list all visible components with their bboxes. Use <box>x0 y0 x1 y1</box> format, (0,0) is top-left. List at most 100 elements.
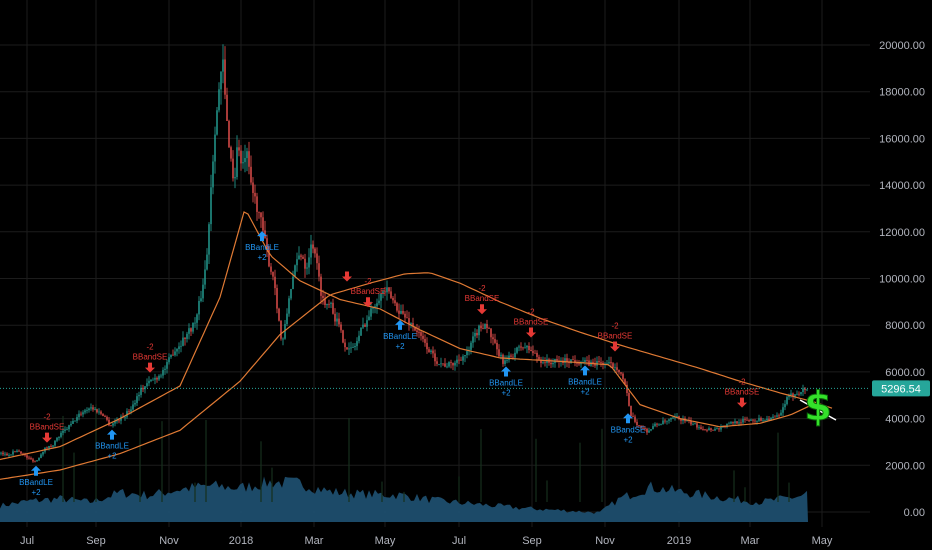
candle-body <box>102 413 104 416</box>
candle-body <box>536 352 538 357</box>
candle-body <box>192 322 194 332</box>
candle-body <box>238 147 240 151</box>
candle-body <box>70 423 72 426</box>
candle-body <box>668 419 670 421</box>
candle-body <box>74 420 76 422</box>
candle-body <box>446 366 448 368</box>
candle-body <box>138 394 140 397</box>
signal-label: BBandSE <box>598 332 633 341</box>
candle-body <box>402 311 404 314</box>
signal-quantity: -2 <box>146 343 154 352</box>
candle-body <box>90 407 92 409</box>
candle-body <box>534 352 536 354</box>
candle-body <box>648 430 650 433</box>
candle-body <box>782 407 784 413</box>
time-tick-label: Mar <box>305 535 324 547</box>
candle-body <box>634 416 636 422</box>
candle-body <box>286 313 288 324</box>
price-tick-label: 18000.00 <box>879 87 925 99</box>
candle-body <box>260 212 262 218</box>
time-axis[interactable]: Jul Sep Nov 2018 Mar May Jul Sep Nov 2019 Mar May <box>20 535 833 547</box>
candle-body <box>366 320 368 327</box>
price-axis[interactable]: 20000.00 18000.00 16000.00 14000.00 12000.00… <box>879 40 925 519</box>
signal-quantity: +2 <box>580 387 590 396</box>
candle-body <box>592 361 594 363</box>
signal-quantity: +2 <box>501 389 511 398</box>
candle-body <box>700 427 702 429</box>
signal-label: BBandLE <box>568 377 602 386</box>
candle-body <box>416 330 418 332</box>
candle-body <box>214 134 216 162</box>
candle-body <box>776 415 778 417</box>
candle-body <box>160 375 162 377</box>
buy-signal: BBandSE+2 <box>611 413 645 444</box>
candle-body <box>340 324 342 331</box>
candle-body <box>680 418 682 421</box>
candle-body <box>76 417 78 421</box>
signal-quantity: +2 <box>257 253 267 262</box>
candle-body <box>206 254 208 270</box>
candle-body <box>742 419 744 423</box>
candle-body <box>10 454 12 456</box>
candle-body <box>790 393 792 396</box>
price-tick-label: 0.00 <box>904 507 925 519</box>
candle-body <box>336 318 338 322</box>
candle-body <box>380 293 382 301</box>
candle-body <box>476 333 478 336</box>
candle-body <box>770 417 772 421</box>
candle-body <box>26 455 28 458</box>
candle-body <box>750 419 752 421</box>
candle-body <box>60 432 62 437</box>
signal-label: BBandSE <box>514 318 549 327</box>
candle-body <box>152 379 154 381</box>
candle-body <box>204 269 206 285</box>
candle-body <box>428 349 430 352</box>
candle-body <box>570 359 572 364</box>
candle-body <box>280 320 282 339</box>
candle-body <box>646 428 648 433</box>
candle-body <box>576 363 578 364</box>
signal-quantity: -2 <box>611 322 619 331</box>
candle-body <box>18 450 20 452</box>
candle-body <box>492 337 494 340</box>
signal-label: BBandLE <box>95 442 129 451</box>
candle-body <box>198 301 200 315</box>
candle-body <box>656 423 658 425</box>
signal-label: BBandSE <box>133 353 168 362</box>
time-tick-label: Nov <box>159 535 179 547</box>
candle-body <box>396 303 398 311</box>
candle-body <box>56 437 58 441</box>
price-tick-label: 20000.00 <box>879 40 925 52</box>
candle-body <box>338 318 340 325</box>
candle-body <box>716 428 718 430</box>
candle-body <box>84 410 86 413</box>
candle-body <box>556 359 558 361</box>
candle-body <box>712 429 714 431</box>
candle-body <box>294 265 296 277</box>
candle-body <box>320 276 322 296</box>
candle-body <box>518 346 520 348</box>
candle-body <box>636 421 638 426</box>
candle-body <box>780 412 782 416</box>
candle-body <box>236 147 238 177</box>
candle-body <box>220 71 222 90</box>
candle-body <box>310 244 312 258</box>
candle-body <box>676 416 678 417</box>
candle-body <box>798 393 800 395</box>
candle-body <box>508 355 510 360</box>
candle-body <box>190 328 192 332</box>
candle-body <box>148 380 150 384</box>
candle-body <box>740 422 742 424</box>
sell-arrow-icon <box>737 397 747 408</box>
candle-body <box>262 217 264 231</box>
candle-body <box>162 369 164 376</box>
candle-body <box>512 356 514 358</box>
candle-body <box>692 424 694 426</box>
candle-body <box>318 263 320 277</box>
signal-quantity: +2 <box>395 342 405 351</box>
candle-body <box>228 120 230 148</box>
candle-body <box>564 358 566 363</box>
candle-body <box>658 424 660 426</box>
candle-body <box>602 362 604 365</box>
